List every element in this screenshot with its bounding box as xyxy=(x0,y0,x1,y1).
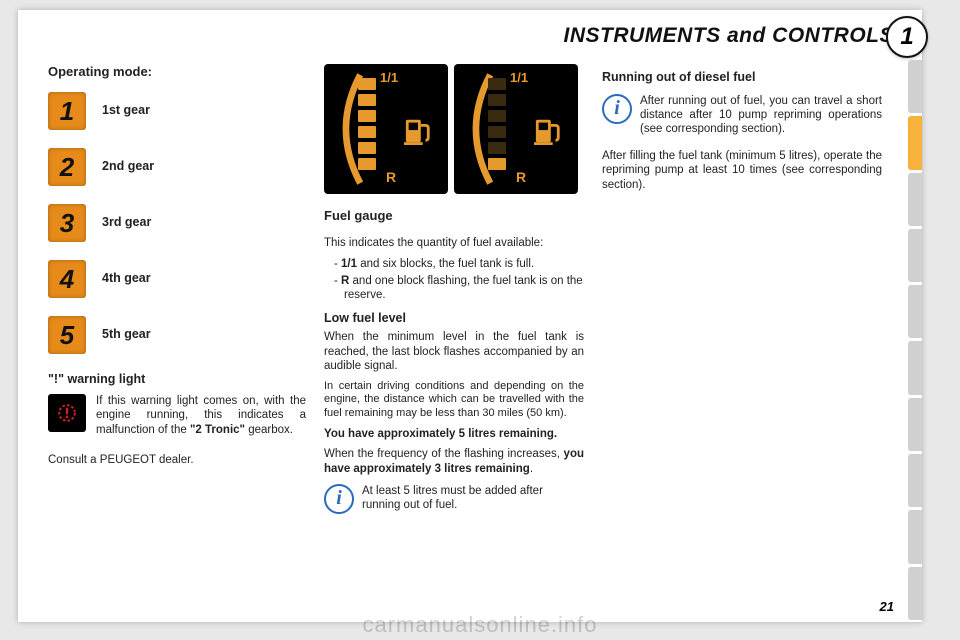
fuel-panel-reserve: 1/1 R xyxy=(454,64,578,194)
gear-row: 1 1st gear xyxy=(48,92,306,130)
info-diesel-text: After running out of fuel, you can trave… xyxy=(640,94,882,137)
heading-warning-light: "!" warning light xyxy=(48,372,306,388)
fuel-bullet: 1/1 and six blocks, the fuel tank is ful… xyxy=(334,257,584,271)
gear-2-icon: 2 xyxy=(48,148,86,186)
gear-3-icon: 3 xyxy=(48,204,86,242)
column-diesel: Running out of diesel fuel i After runni… xyxy=(602,64,882,198)
low-fuel-p2: In certain driving conditions and depend… xyxy=(324,380,584,421)
low-fuel-p3a: When the frequency of the flashing incre… xyxy=(324,448,564,460)
gear-1-label: 1st gear xyxy=(102,103,150,119)
consult-dealer-text: Consult a PEUGEOT dealer. xyxy=(48,453,306,467)
edge-tab xyxy=(908,285,922,338)
fuel-reserve-label: R xyxy=(386,169,396,187)
low-fuel-p3b: . xyxy=(530,463,533,475)
bullet-text: and one block flashing, the fuel tank is… xyxy=(344,275,583,301)
gear-2-label: 2nd gear xyxy=(102,159,154,175)
bullet-text: and six blocks, the fuel tank is full. xyxy=(357,258,534,270)
gear-row: 2 2nd gear xyxy=(48,148,306,186)
edge-tab xyxy=(908,341,922,394)
section-header: INSTRUMENTS and CONTROLS xyxy=(564,24,895,48)
gear-row: 4 4th gear xyxy=(48,260,306,298)
gear-3-label: 3rd gear xyxy=(102,215,151,231)
warning-text: If this warning light comes on, with the… xyxy=(96,394,306,437)
fuel-bullet: R and one block flashing, the fuel tank … xyxy=(334,274,584,303)
diesel-paragraph: After filling the fuel tank (minimum 5 l… xyxy=(602,149,882,192)
gear-row: 5 5th gear xyxy=(48,316,306,354)
info-block-min-fuel: i At least 5 litres must be added after … xyxy=(324,484,584,519)
fuel-blocks-left xyxy=(358,78,376,170)
fuel-gauge-figure: 1/1 R 1/1 R xyxy=(324,64,584,194)
fuel-intro-text: This indicates the quantity of fuel avai… xyxy=(324,236,584,250)
bullet-bold: 1/1 xyxy=(341,258,357,270)
low-fuel-p3: When the frequency of the flashing incre… xyxy=(324,447,584,476)
edge-tab xyxy=(908,398,922,451)
info-block-diesel: i After running out of fuel, you can tra… xyxy=(602,94,882,143)
fuel-top-label: 1/1 xyxy=(380,70,398,86)
fuel-blocks-right xyxy=(488,78,506,170)
gear-4-icon: 4 xyxy=(48,260,86,298)
fuel-pump-icon xyxy=(404,116,432,146)
gear-5-label: 5th gear xyxy=(102,327,151,343)
gear-row: 3 3rd gear xyxy=(48,204,306,242)
fuel-bullet-list: 1/1 and six blocks, the fuel tank is ful… xyxy=(324,257,584,303)
info-icon: i xyxy=(602,94,632,124)
column-fuel-gauge: 1/1 R 1/1 R Fuel gauge This indicates xyxy=(324,64,584,519)
fuel-pump-icon xyxy=(534,116,562,146)
edge-tab xyxy=(908,510,922,563)
fuel-reserve-label: R xyxy=(516,169,526,187)
gear-4-label: 4th gear xyxy=(102,271,151,287)
fuel-panel-full: 1/1 R xyxy=(324,64,448,194)
chapter-number-badge: 1 xyxy=(886,16,928,58)
column-operating-mode: Operating mode: 1 1st gear 2 2nd gear 3 … xyxy=(48,64,306,473)
low-fuel-bold1-text: You have approximately 5 litres remainin… xyxy=(324,428,557,440)
edge-tabs xyxy=(908,60,922,620)
manual-page: INSTRUMENTS and CONTROLS 1 Operating mod… xyxy=(18,10,922,622)
edge-tab-active xyxy=(908,116,922,169)
watermark: carmanualsonline.info xyxy=(0,612,960,638)
warning-text-bold: "2 Tronic" xyxy=(190,424,245,436)
edge-tab xyxy=(908,173,922,226)
low-fuel-p1: When the minimum level in the fuel tank … xyxy=(324,330,584,373)
warning-text-b: gearbox. xyxy=(245,424,293,436)
edge-tab xyxy=(908,454,922,507)
heading-operating-mode: Operating mode: xyxy=(48,64,306,80)
heading-low-fuel: Low fuel level xyxy=(324,311,584,327)
edge-tab xyxy=(908,229,922,282)
edge-tab xyxy=(908,60,922,113)
info-icon: i xyxy=(324,484,354,514)
low-fuel-bold1: You have approximately 5 litres remainin… xyxy=(324,427,584,441)
exclamation-gear-icon xyxy=(48,394,86,432)
info-min-fuel-text: At least 5 litres must be added after ru… xyxy=(362,484,584,513)
gear-1-icon: 1 xyxy=(48,92,86,130)
heading-diesel: Running out of diesel fuel xyxy=(602,70,882,86)
heading-fuel-gauge: Fuel gauge xyxy=(324,208,584,224)
gear-5-icon: 5 xyxy=(48,316,86,354)
warning-block: If this warning light comes on, with the… xyxy=(48,394,306,443)
fuel-top-label: 1/1 xyxy=(510,70,528,86)
